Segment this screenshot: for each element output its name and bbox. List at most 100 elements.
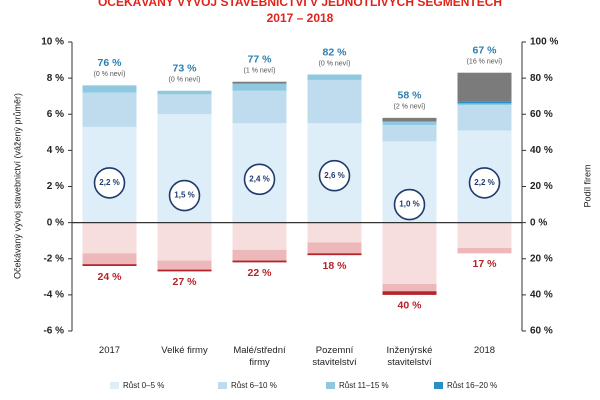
growth-share-label: 76 % (98, 57, 123, 69)
dont-know-note: (0 % neví) (169, 77, 201, 84)
bar-segment (382, 291, 437, 295)
decline-share-label: 18 % (323, 260, 348, 272)
avg-growth-marker (393, 188, 426, 221)
avg-growth-marker (243, 163, 276, 196)
decline-share-label: 27 % (173, 276, 198, 288)
bar-segment (307, 79, 362, 124)
bar-segment (457, 103, 512, 106)
bar-segment (232, 81, 287, 84)
bar-segment (307, 74, 362, 80)
y2-tick-label: 20 % (530, 181, 553, 192)
bar-segment (382, 284, 437, 292)
bar-segment (232, 260, 287, 263)
avg-growth-marker (168, 179, 201, 212)
dont-know-note: (16 % neví) (467, 59, 503, 66)
y-tick-label: 6 % (47, 109, 64, 120)
bar-segment (82, 253, 137, 265)
y-tick-label: 2 % (47, 181, 64, 192)
y2-axis-title: Podíl firem (582, 164, 592, 207)
y-tick-label: 4 % (47, 145, 64, 156)
bar-segment (382, 117, 437, 122)
x-tick-label: 2017 (98, 345, 121, 356)
growth-share-label: 67 % (473, 44, 498, 56)
bar-segment (82, 92, 137, 127)
y2-tick-label: 60 % (530, 326, 553, 337)
y2-tick-label: 20 % (530, 253, 553, 264)
avg-growth-label: 2,6 % (324, 171, 344, 180)
growth-share-label: 73 % (173, 63, 198, 75)
bar-segment (82, 85, 137, 93)
bar-segment (457, 105, 512, 131)
bar-segment (382, 222, 437, 285)
decline-share-label: 22 % (248, 267, 273, 279)
y-axis-title: Očekávaný vývoj stavebnictví (vážený prů… (12, 93, 22, 279)
x-tick-label: Inženýrské stavitelství (386, 345, 433, 368)
x-tick-label: 2018 (473, 345, 496, 356)
x-tick-label: Pozemní stavitelství (312, 345, 357, 368)
bar-segment (382, 125, 437, 142)
y2-tick-label: 40 % (530, 145, 553, 156)
legend-label: Růst 11–15 % (339, 381, 389, 390)
dont-know-note: (0 % neví) (319, 60, 351, 67)
avg-growth-label: 2,2 % (474, 178, 494, 187)
chart-title: OČEKÁVANÝ VÝVOJ STAVEBNICTVÍ V JEDNOTLIV… (98, 0, 502, 9)
avg-growth-marker (468, 167, 501, 199)
bar-segment (382, 121, 437, 126)
legend-label: Růst 16–20 % (447, 381, 497, 390)
avg-growth-label: 1,0 % (399, 200, 419, 209)
legend-swatch (326, 382, 335, 389)
bar-segment (307, 242, 362, 254)
legend-label: Růst 0–5 % (123, 381, 164, 390)
bar-segment (457, 72, 512, 102)
avg-growth-label: 1,5 % (174, 191, 194, 200)
avg-growth-label: 2,2 % (99, 178, 119, 187)
y2-tick-label: 40 % (530, 290, 553, 301)
bar-segment (307, 253, 362, 256)
decline-share-label: 40 % (398, 300, 423, 312)
y2-tick-label: 0 % (530, 217, 547, 228)
growth-share-label: 58 % (398, 90, 423, 102)
bar-segment (82, 264, 137, 266)
avg-growth-label: 2,4 % (249, 174, 269, 183)
bar-segment (82, 222, 137, 254)
bar-segment (232, 83, 287, 91)
bar-segment (232, 90, 287, 124)
bar-segment (232, 249, 287, 261)
bar-segment (157, 260, 212, 270)
bar-segment (157, 94, 212, 115)
decline-share-label: 17 % (473, 258, 498, 270)
x-tick-label: Malé/střední firmy (233, 345, 286, 368)
y2-tick-label: 60 % (530, 109, 553, 120)
legend-swatch (434, 382, 443, 389)
growth-share-label: 82 % (323, 46, 348, 58)
avg-growth-marker (93, 167, 126, 199)
bar-segment (157, 269, 212, 272)
bar-segment (157, 222, 212, 261)
legend-swatch (110, 382, 119, 389)
legend-label: Růst 6–10 % (231, 381, 277, 390)
y-tick-label: 10 % (41, 37, 64, 48)
bar-segment (232, 222, 287, 250)
y-tick-label: -6 % (43, 326, 64, 337)
x-tick-label: Velké firmy (161, 345, 208, 356)
legend-swatch (218, 382, 227, 389)
y-tick-label: 8 % (47, 73, 64, 84)
y-tick-label: -4 % (43, 290, 64, 301)
bar-segment (157, 90, 212, 95)
y-tick-label: -2 % (43, 253, 64, 264)
y2-tick-label: 80 % (530, 73, 553, 84)
growth-share-label: 77 % (248, 54, 273, 66)
dont-know-note: (0 % neví) (94, 71, 126, 78)
decline-share-label: 24 % (98, 271, 123, 283)
bar-segment (457, 222, 512, 248)
y-tick-label: 0 % (47, 217, 64, 228)
chart-subtitle: 2017 – 2018 (267, 11, 334, 25)
bar-segment (457, 101, 512, 104)
avg-growth-marker (318, 159, 351, 192)
bar-segment (307, 222, 362, 243)
bar-segment (457, 247, 512, 254)
dont-know-note: (2 % neví) (394, 104, 426, 111)
y2-tick-label: 100 % (530, 37, 558, 48)
